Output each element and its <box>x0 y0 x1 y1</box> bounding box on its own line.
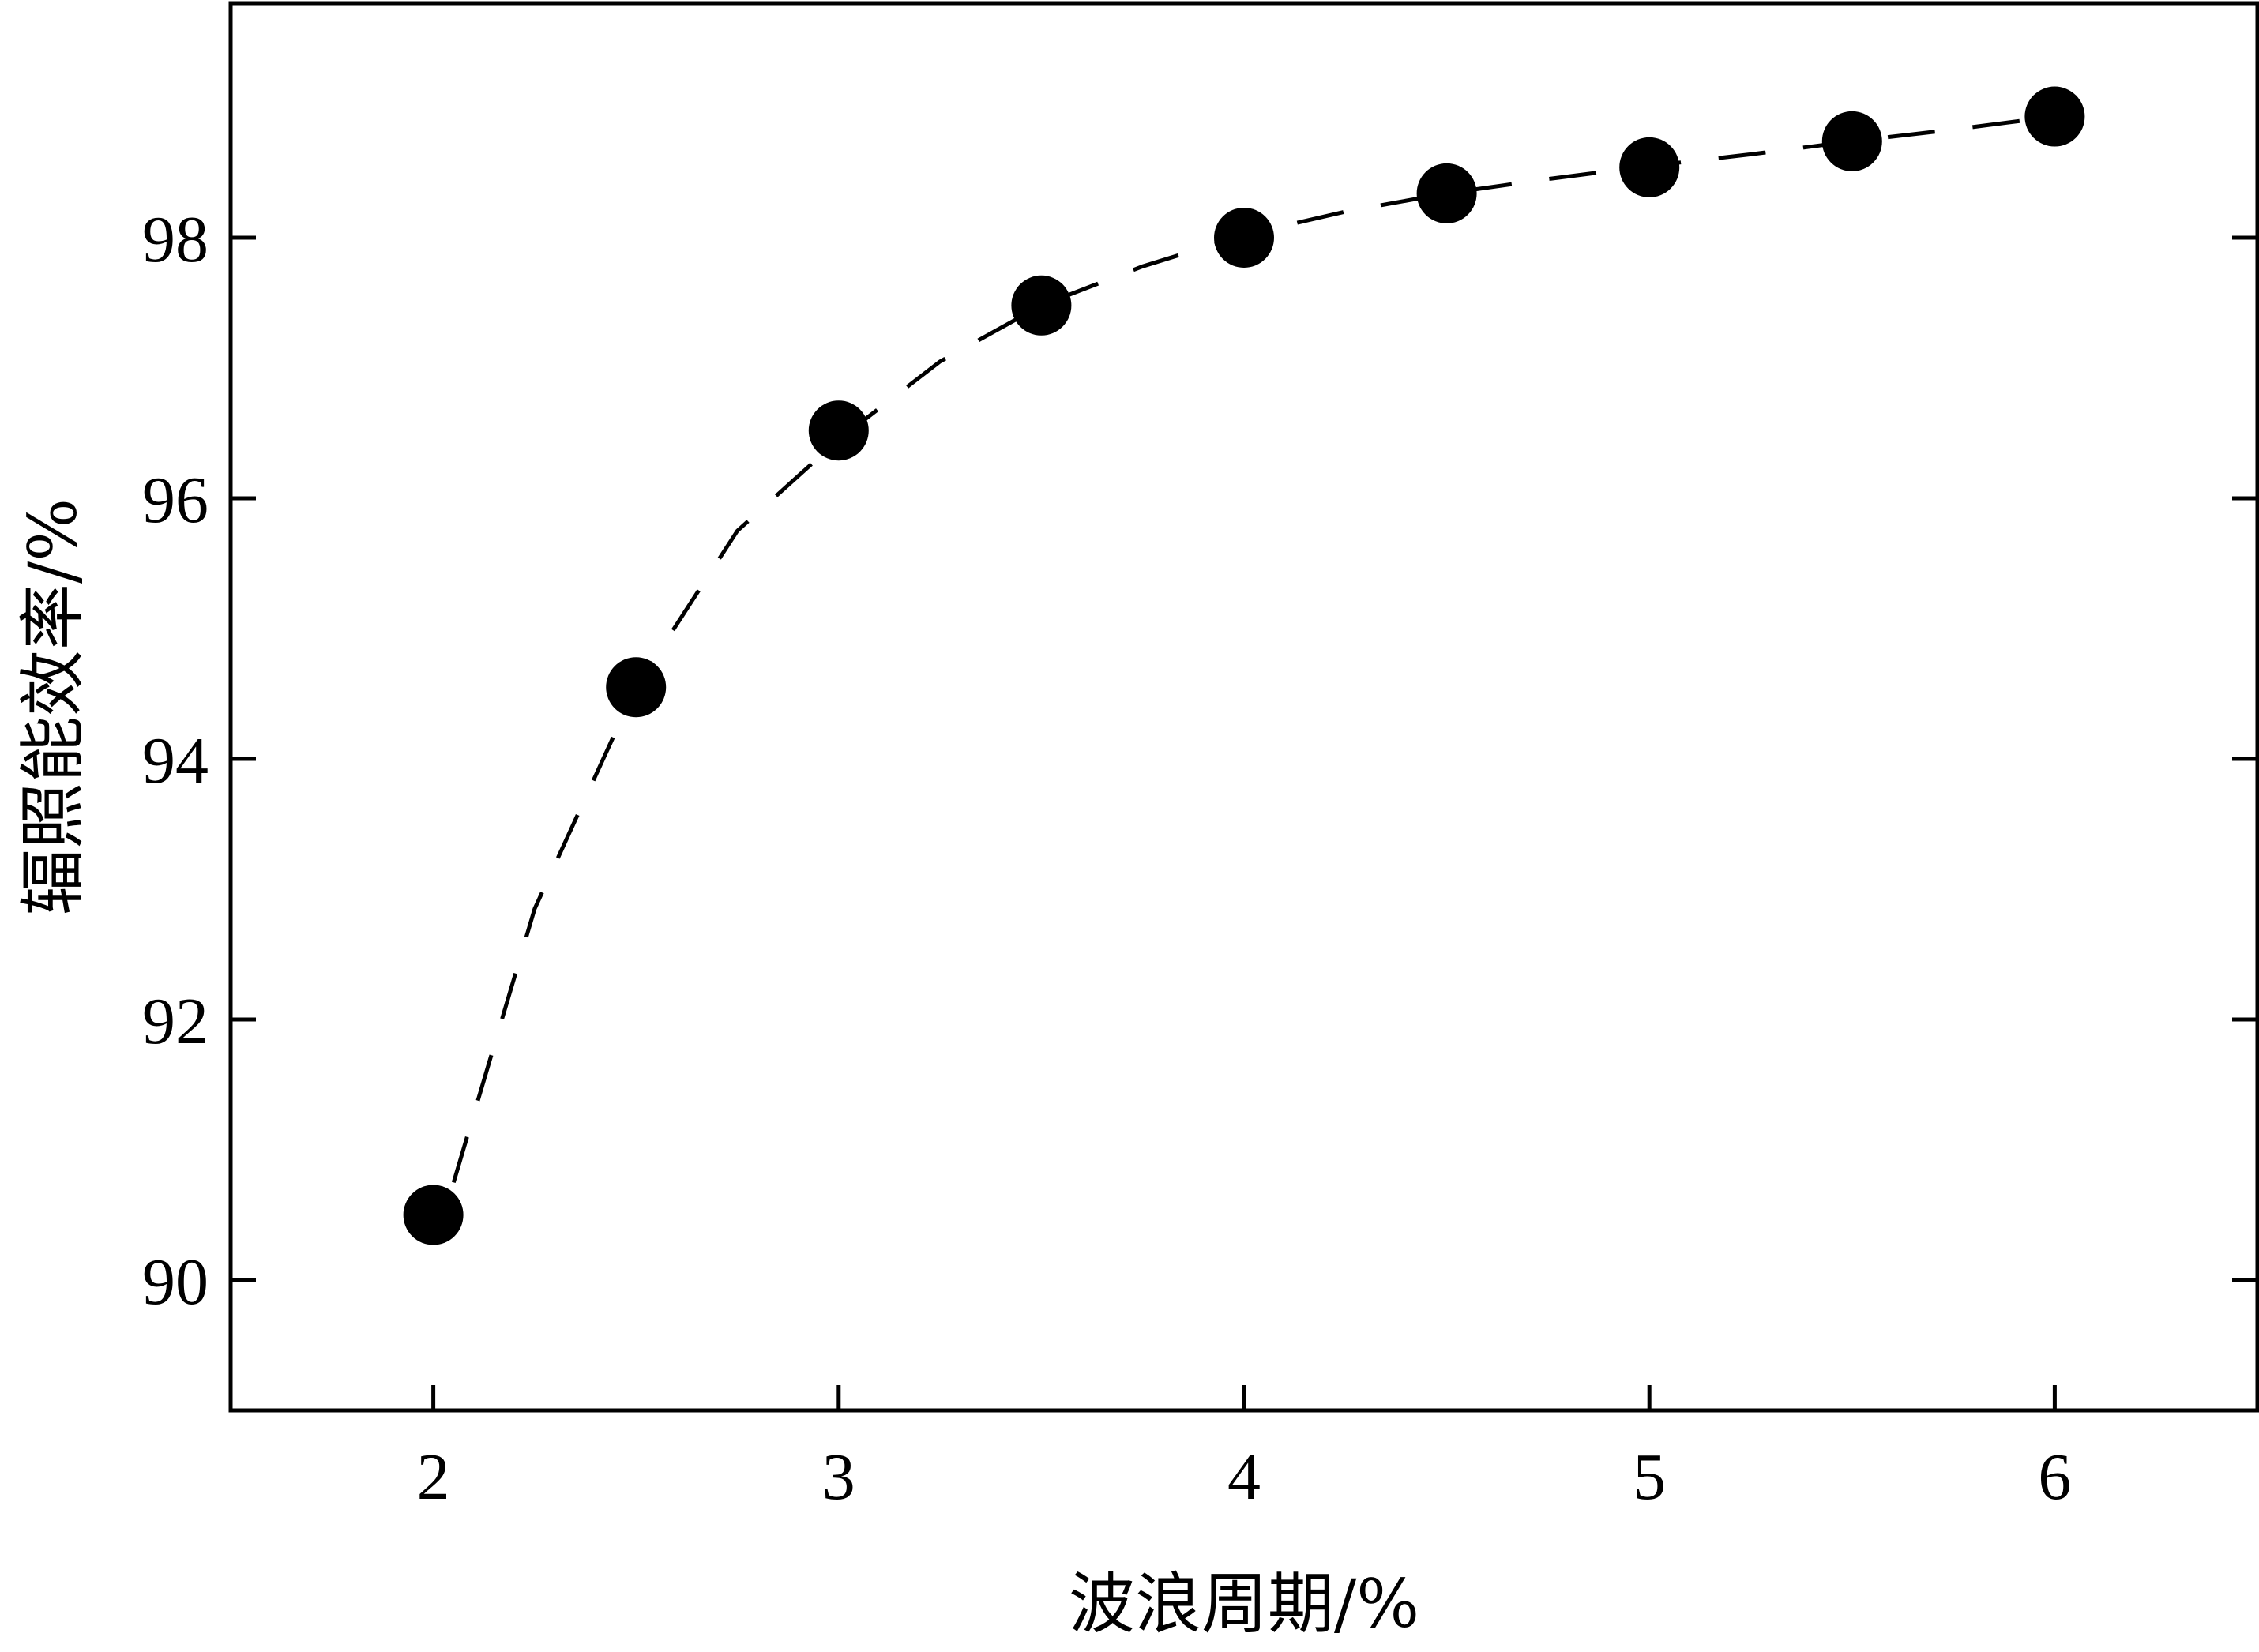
x-tick-label: 6 <box>2038 1440 2071 1514</box>
data-point <box>2024 86 2085 147</box>
data-points <box>403 86 2085 1245</box>
y-tick-label: 92 <box>142 985 209 1058</box>
x-tick-label: 4 <box>1227 1440 1261 1514</box>
x-axis-ticks: 2 3 4 5 6 <box>417 1385 2071 1514</box>
data-point <box>606 657 667 718</box>
data-point <box>808 400 869 461</box>
y-tick-label: 90 <box>142 1245 209 1319</box>
data-point <box>1821 111 1882 171</box>
y-tick-label: 96 <box>142 464 209 537</box>
x-tick-label: 3 <box>822 1440 855 1514</box>
x-axis-title: 波浪周期/% <box>1069 1565 1419 1643</box>
y-tick-label: 94 <box>142 724 209 798</box>
x-tick-label: 5 <box>1633 1440 1666 1514</box>
x-tick-label: 2 <box>417 1440 450 1514</box>
y-axis-ticks: 90 92 94 96 98 <box>142 203 2257 1319</box>
data-point <box>1214 208 1274 268</box>
y-tick-label: 98 <box>142 203 209 276</box>
data-point <box>1416 163 1477 223</box>
data-point <box>1011 275 1072 336</box>
y-axis-title: 辐照能效率/% <box>14 498 92 915</box>
data-point <box>403 1185 464 1245</box>
data-point <box>1619 137 1680 197</box>
